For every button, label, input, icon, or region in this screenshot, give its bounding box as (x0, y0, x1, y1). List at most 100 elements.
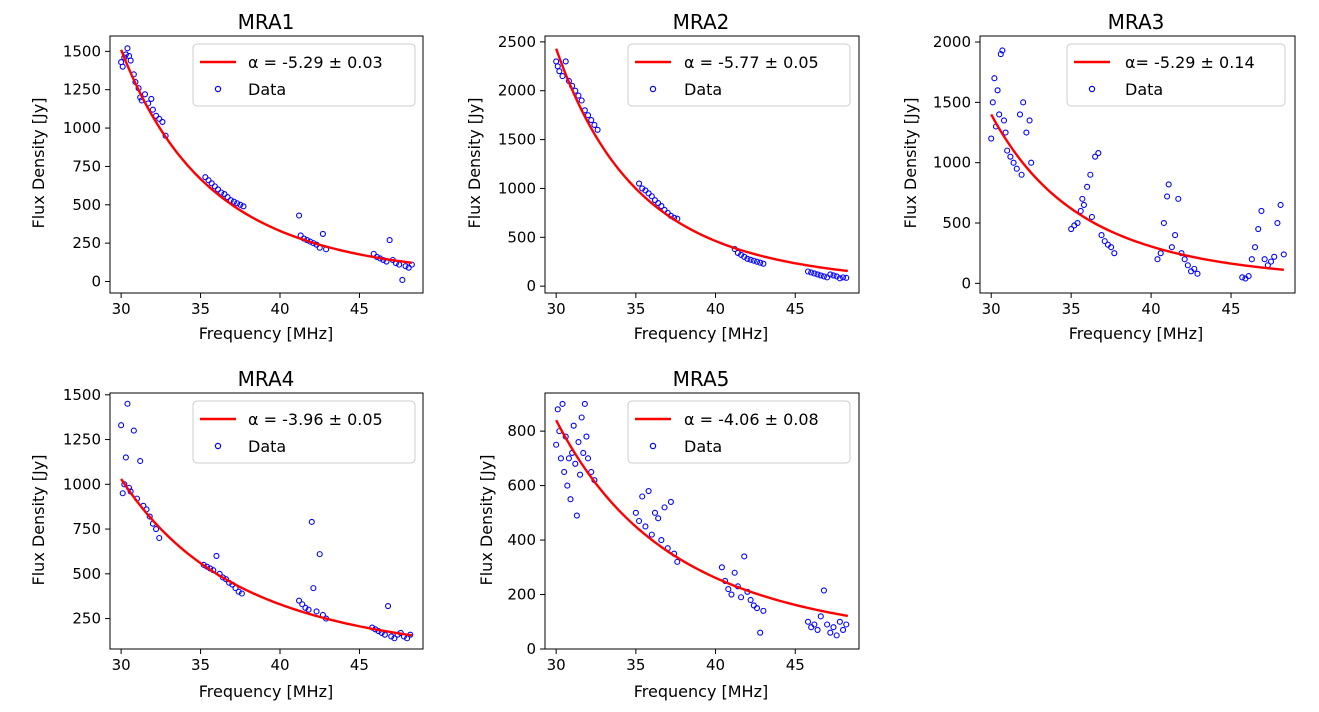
data-point (1087, 171, 1094, 178)
data-point (578, 414, 585, 421)
data-point (645, 487, 652, 495)
data-point (221, 190, 228, 198)
data-point (757, 629, 764, 636)
x-axis-label: Frequency [MHz] (634, 682, 768, 701)
y-ticks: 0 250 500 750 1000 1250 1500 (63, 42, 110, 290)
data-point (830, 272, 837, 279)
data-point (1074, 219, 1081, 227)
data-point (804, 618, 812, 625)
data-point (399, 276, 406, 284)
data-point (565, 455, 572, 462)
legend: α= -5.29 ± 0.14 Data (1066, 43, 1286, 107)
data-point (1245, 273, 1252, 280)
chart-title: MRA3 (1108, 10, 1165, 34)
x-tick-label: 45 (1221, 300, 1240, 318)
y-tick-label: 1250 (63, 81, 101, 99)
data-point (202, 174, 209, 181)
data-point (814, 271, 821, 278)
y-tick-label: 800 (507, 422, 536, 440)
data-point (1000, 117, 1008, 124)
data-point (1084, 183, 1091, 190)
data-point (1023, 129, 1030, 136)
data-point (1258, 207, 1265, 215)
y-tick-label: 2000 (933, 33, 971, 51)
panel-mra5: MRA5 Frequency [MHz] Flux Density [Jy] 3… (477, 367, 860, 701)
panel-mra2: MRA2 Frequency [MHz] Flux Density [Jy] 3… (465, 10, 860, 343)
data-points (553, 400, 850, 639)
data-point (1007, 153, 1014, 160)
data-point (1026, 117, 1033, 124)
data-point (570, 422, 577, 429)
data-point (124, 400, 131, 407)
x-tick-label: 30 (112, 656, 131, 674)
data-point (843, 274, 850, 281)
data-point (402, 263, 409, 270)
panel-mra3: MRA3 Frequency [MHz] Flux Density [Jy] 3… (901, 10, 1296, 343)
data-points (553, 58, 850, 282)
data-point (757, 259, 764, 266)
data-point (1160, 219, 1167, 227)
data-point (836, 275, 843, 282)
data-point (218, 189, 225, 196)
fit-line (120, 49, 413, 265)
data-point (658, 202, 665, 210)
data-point (213, 552, 220, 559)
data-point (122, 454, 129, 461)
data-point (817, 272, 824, 279)
x-ticks: 30 35 40 45 (112, 649, 369, 674)
data-point (577, 471, 584, 478)
legend-box (1066, 43, 1286, 107)
data-point (741, 553, 748, 560)
legend-data-label: Data (684, 80, 722, 99)
data-point (988, 135, 995, 142)
legend: α = -5.29 ± 0.03 Data (192, 43, 416, 107)
data-point (584, 112, 592, 119)
data-point (581, 400, 588, 407)
data-point (996, 111, 1003, 118)
x-axis-label: Frequency [MHz] (1069, 324, 1203, 343)
data-point (148, 95, 155, 102)
data-point (747, 596, 754, 604)
data-point (1028, 159, 1035, 166)
x-tick-label: 35 (1062, 300, 1081, 318)
data-point (1013, 165, 1020, 172)
y-tick-label: 1500 (498, 131, 536, 149)
data-point (830, 624, 837, 631)
x-tick-label: 45 (350, 300, 369, 318)
data-point (642, 523, 649, 530)
data-point (230, 198, 237, 205)
data-point (820, 587, 827, 594)
data-point (302, 604, 309, 611)
chart-title: MRA5 (673, 367, 730, 391)
data-point (760, 607, 767, 614)
y-ticks: 0 500 1000 1500 2000 (933, 33, 980, 292)
y-axis-label: Flux Density [Jy] (901, 98, 920, 229)
data-point (214, 186, 222, 193)
data-point (553, 441, 560, 448)
data-point (1255, 226, 1262, 233)
data-point (208, 180, 215, 187)
data-point (753, 258, 761, 265)
data-point (840, 274, 847, 281)
data-point (674, 558, 681, 565)
data-point (744, 255, 751, 262)
legend-data-label: Data (248, 80, 286, 99)
data-point (1280, 251, 1287, 258)
data-point (1079, 195, 1086, 202)
y-tick-label: 2500 (498, 33, 536, 51)
data-point (1251, 244, 1259, 251)
data-point (1098, 232, 1105, 239)
data-point (661, 504, 668, 511)
x-tick-label: 40 (706, 300, 725, 318)
y-tick-label: 1000 (63, 119, 101, 137)
data-point (753, 605, 761, 612)
y-tick-label: 1500 (63, 386, 101, 404)
data-point (989, 99, 996, 106)
data-point (997, 51, 1004, 58)
data-point (811, 621, 818, 628)
y-axis-label: Flux Density [Jy] (29, 98, 48, 229)
y-axis-label: Flux Density [Jy] (477, 455, 496, 586)
y-tick-label: 1500 (933, 93, 971, 111)
data-point (1068, 226, 1075, 233)
legend-data-swatch (649, 442, 657, 450)
